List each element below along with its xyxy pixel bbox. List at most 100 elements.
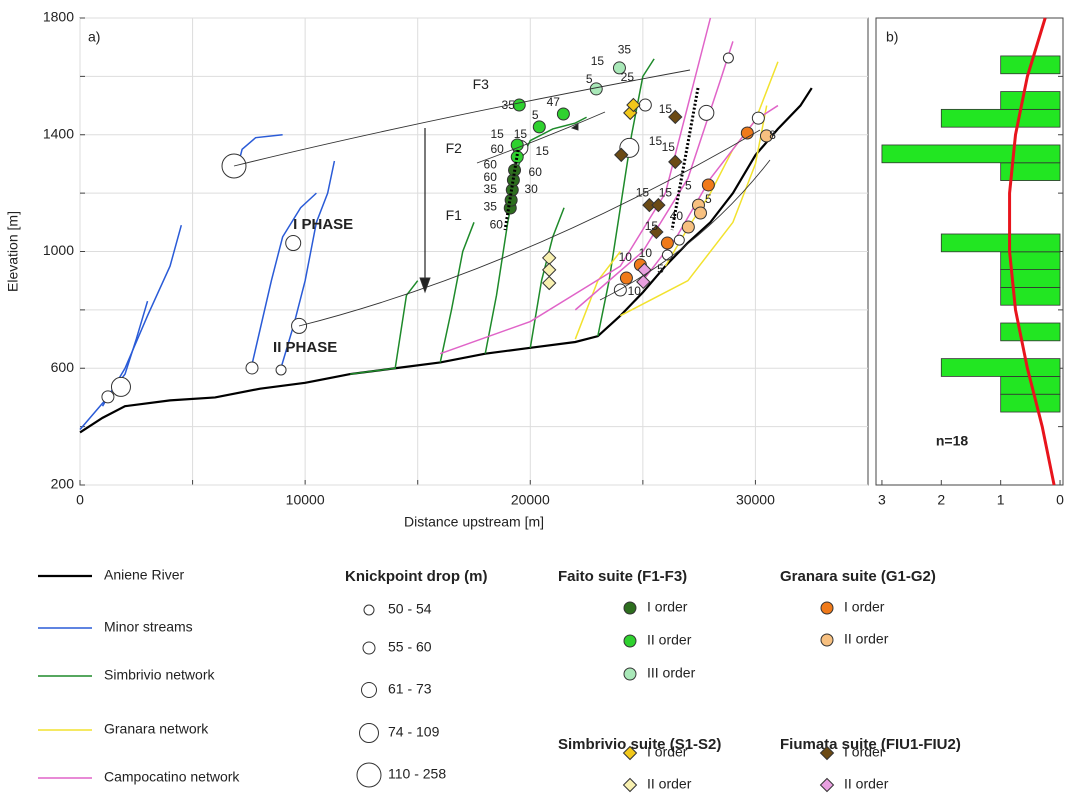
suite-marker [759, 129, 773, 143]
knickpoint-label: 5 [705, 192, 712, 206]
knickpoint-label: 5 [657, 262, 664, 276]
stream-line [597, 58, 655, 337]
suite-marker [819, 777, 835, 793]
f3-curve [233, 69, 691, 167]
suite-marker [668, 109, 683, 125]
knickpoint-label: 47 [547, 95, 561, 109]
y-tick-label: 1800 [43, 9, 74, 25]
legend-label: 61 - 73 [388, 681, 432, 697]
suite-marker [622, 777, 638, 793]
knickpoint-label: 15 [491, 127, 505, 141]
knickpoint-label: 30 [525, 182, 539, 196]
suite-marker [651, 197, 666, 213]
knickpoint-label: 15 [514, 127, 528, 141]
suite-marker [614, 147, 629, 163]
knickpoint-label: 5 [685, 178, 692, 192]
y-tick-label: 1400 [43, 125, 74, 141]
legend-title: Simbrivio suite (S1-S2) [558, 736, 721, 753]
suite-marker [820, 601, 834, 615]
suite-marker [512, 98, 526, 112]
y-tick-label: 600 [51, 359, 75, 375]
x-tick-label: 3 [878, 492, 886, 508]
suite-marker [623, 601, 637, 615]
suite-marker [532, 120, 546, 134]
panel-label: a) [88, 29, 100, 45]
knickpoint [698, 104, 715, 121]
annotation: I PHASE [293, 216, 353, 233]
knickpoint-label: 60 [529, 165, 543, 179]
suite-marker [660, 236, 674, 250]
legend-label: I order [844, 744, 885, 760]
legend-label: I order [844, 599, 885, 615]
suite-marker [681, 220, 695, 234]
knickpoint [101, 390, 115, 404]
knick-line [503, 149, 520, 231]
knickpoint-label: 15 [636, 185, 650, 199]
suite-marker [541, 275, 557, 291]
legend-label: III order [647, 665, 696, 681]
histogram-bar [1000, 91, 1061, 110]
legend-marker [363, 604, 375, 616]
suite-marker [668, 154, 683, 170]
legend-label: 55 - 60 [388, 639, 432, 655]
legend-label: II order [647, 776, 692, 792]
legend-label: I order [647, 744, 688, 760]
suite-marker [510, 150, 524, 164]
stream-line [619, 105, 768, 317]
knickpoint [245, 361, 259, 375]
knickpoint [285, 235, 302, 252]
annotation: F1 [446, 207, 463, 223]
histogram-bar [1000, 162, 1061, 181]
legend-label: II order [844, 631, 889, 647]
suite-marker [622, 745, 638, 761]
arrow-head [419, 277, 431, 294]
knickpoint-label: 10 [628, 284, 642, 298]
legend-label: Aniene River [104, 567, 184, 583]
suite-marker [623, 667, 637, 681]
annotation: F3 [473, 76, 490, 92]
knickpoint [722, 52, 734, 64]
legend-marker [362, 641, 376, 655]
legend-label: I order [647, 599, 688, 615]
legend-title: Granara suite (G1-G2) [780, 568, 936, 585]
histogram-bar [1000, 322, 1061, 342]
phase-curve-2 [599, 159, 771, 301]
envelope-curves [233, 69, 771, 327]
density-curve [1008, 17, 1056, 486]
suite-marker [820, 633, 834, 647]
legend-label: 110 - 258 [388, 766, 446, 782]
legend-title: Knickpoint drop (m) [345, 568, 488, 585]
legend-label: II order [844, 776, 889, 792]
knickpoint [613, 283, 627, 297]
suite-marker [701, 178, 715, 192]
knick-line [670, 87, 700, 231]
knickpoint-label: 15 [659, 102, 673, 116]
stream-line [664, 61, 779, 267]
knickpoint-label: 60 [484, 157, 498, 171]
knickpoint-label: 40 [670, 209, 684, 223]
knickpoint-label: 60 [490, 217, 504, 231]
knickpoint-label: 35 [484, 199, 498, 213]
knickpoint [638, 98, 652, 112]
x-tick-label: 1 [997, 492, 1005, 508]
legend-label: Campocatino network [104, 769, 240, 785]
suite-marker [649, 224, 664, 240]
knickpoint-label: 35 [484, 182, 498, 196]
stream-line [279, 160, 336, 371]
y-axis-title: Elevation [m] [5, 211, 21, 292]
y-tick-label: 200 [51, 476, 75, 492]
x-tick-label: 10000 [286, 492, 325, 508]
annotation: F2 [446, 140, 463, 156]
legend-label: 74 - 109 [388, 724, 440, 740]
legend-label: Simbrivio network [104, 667, 215, 683]
histogram-bar [1000, 287, 1061, 306]
histogram-bar [940, 108, 1061, 128]
knickpoint-label: 15 [645, 219, 659, 233]
legend-marker [361, 682, 377, 698]
knickpoint [673, 234, 685, 246]
stream-line [350, 280, 419, 375]
knickpoint [661, 249, 673, 261]
histogram-bar [881, 144, 1061, 164]
legend-label: Granara network [104, 721, 209, 737]
histogram-bar [940, 358, 1061, 377]
